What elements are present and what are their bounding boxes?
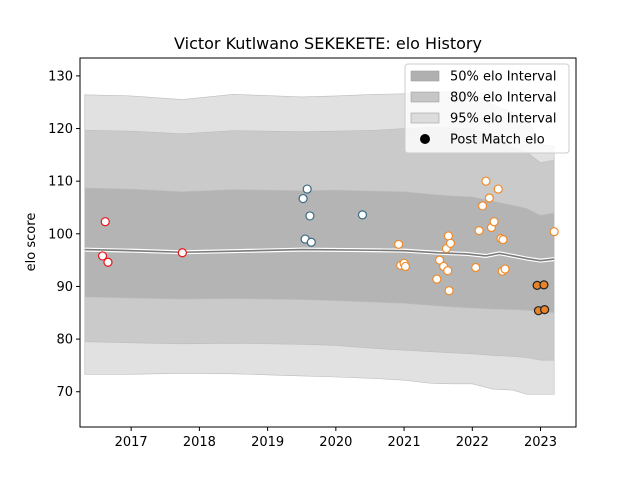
elo-point (489, 217, 499, 227)
elo-point (394, 239, 404, 249)
y-axis-label: elo score (24, 213, 39, 272)
mean-line-group (84, 247, 555, 263)
elo-point (100, 217, 110, 227)
elo-point (474, 226, 484, 236)
x-tick-label: 2022 (456, 435, 489, 450)
y-tick-label: 110 (48, 175, 73, 190)
elo-point (471, 262, 481, 273)
elo-point (445, 238, 456, 248)
y-tick-label: 80 (56, 333, 73, 348)
y-tick-label: 70 (56, 385, 73, 400)
elo-point (500, 264, 510, 274)
y-tick-label: 130 (48, 69, 73, 84)
legend-swatch (410, 112, 440, 124)
elo-point (484, 193, 494, 203)
elo-point (306, 237, 316, 247)
elo-point (443, 266, 453, 276)
chart-title: Victor Kutlwano SEKEKETE: elo History (174, 34, 482, 53)
elo-point (97, 251, 108, 261)
elo-point (549, 227, 559, 237)
elo-point (177, 248, 187, 258)
elo-point (481, 176, 491, 186)
legend-label: 95% elo Interval (450, 112, 557, 127)
y-tick-label: 100 (48, 227, 73, 242)
legend-label: Post Match elo (450, 133, 545, 148)
elo-point (434, 255, 445, 265)
elo-point (298, 193, 308, 204)
legend: 50% elo Interval 80% elo Interval 95% elo … (404, 63, 570, 154)
legend-box (404, 63, 570, 154)
elo-point (443, 231, 454, 241)
legend-label: 80% elo Interval (450, 91, 557, 106)
x-axis-ticks: 2017 2018 2019 2020 2021 2022 2023 (115, 427, 557, 450)
elo-point (305, 211, 315, 221)
elo-point (477, 201, 488, 211)
legend-label: 50% elo Interval (450, 70, 557, 85)
elo-point (400, 261, 411, 272)
legend-swatch (410, 91, 440, 103)
elo-point (302, 184, 312, 194)
elo-point (539, 280, 549, 290)
x-tick-label: 2018 (183, 435, 216, 450)
y-axis-ticks: 70 80 90 100 110 120 130 (48, 69, 80, 400)
post-match-points (97, 176, 559, 316)
elo-point (103, 257, 113, 267)
y-tick-label: 90 (56, 280, 73, 295)
x-tick-label: 2023 (524, 435, 557, 450)
elo-point (444, 286, 454, 296)
elo-point (540, 305, 550, 315)
x-tick-label: 2019 (251, 435, 284, 450)
elo-point (432, 274, 442, 284)
x-tick-label: 2021 (388, 435, 421, 450)
mean-elo-line (84, 248, 555, 262)
plot-area-frame (79, 57, 577, 428)
elo-point (357, 210, 368, 220)
legend-swatch (410, 70, 440, 82)
elo-point (493, 184, 503, 194)
x-tick-label: 2020 (319, 435, 352, 450)
x-tick-label: 2017 (115, 435, 148, 450)
legend-marker (420, 134, 430, 144)
elo-point (498, 235, 508, 245)
y-tick-label: 120 (48, 122, 73, 137)
